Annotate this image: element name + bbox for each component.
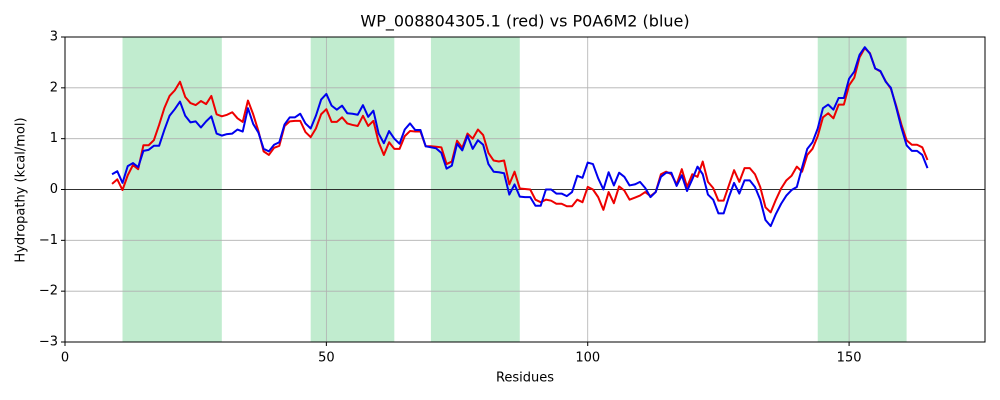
chart-title: WP_008804305.1 (red) vs P0A6M2 (blue) (360, 12, 689, 32)
y-tick-label: −2 (39, 284, 58, 299)
y-axis-label: Hydropathy (kcal/mol) (14, 117, 29, 262)
y-tick-label: −3 (39, 335, 58, 350)
y-tick-label: 2 (50, 80, 58, 95)
x-axis-label: Residues (496, 371, 554, 386)
x-tick-label: 50 (318, 351, 335, 366)
y-tick-label: 0 (50, 182, 58, 197)
plot-frame (64, 36, 986, 343)
data-line (111, 47, 929, 214)
x-tick-label: 0 (61, 351, 69, 366)
y-tick-label: 1 (50, 131, 58, 146)
x-tick-label: 100 (575, 351, 600, 366)
data-line (111, 46, 929, 228)
x-tick-label: 150 (837, 351, 862, 366)
y-tick-label: −1 (39, 233, 58, 248)
y-tick-label: 3 (50, 30, 58, 45)
